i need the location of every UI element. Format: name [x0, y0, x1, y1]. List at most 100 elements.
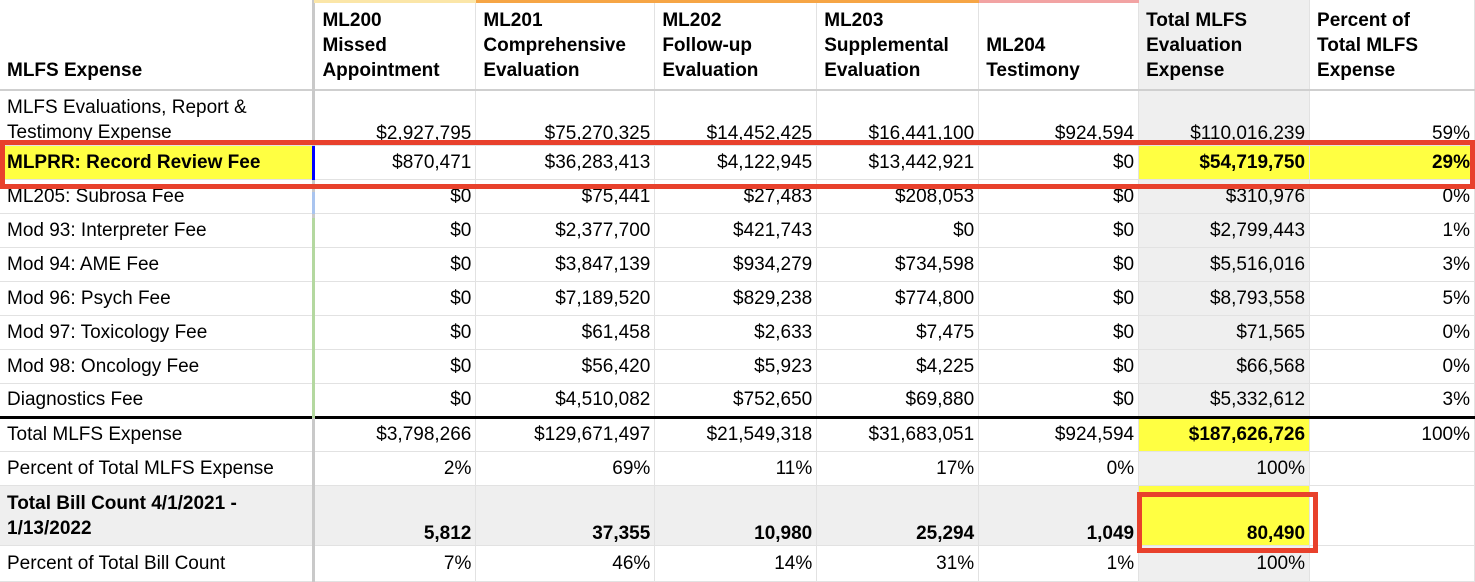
cell-ml204[interactable]: $0: [978, 213, 1140, 248]
cell-ml202[interactable]: $752,650: [654, 383, 818, 418]
totals-ml201[interactable]: $129,671,497: [475, 416, 656, 452]
cell-ml201[interactable]: $7,189,520: [475, 281, 656, 316]
cell-ml201[interactable]: $61,458: [475, 315, 656, 350]
row-label[interactable]: ML205: Subrosa Fee: [0, 179, 316, 214]
bill-percent-label[interactable]: Percent of Total Bill Count: [0, 545, 316, 582]
cell-total[interactable]: $310,976: [1138, 179, 1311, 214]
cell-ml203[interactable]: $69,880: [816, 383, 980, 418]
bill-count-total[interactable]: 80,490: [1138, 485, 1311, 546]
percent-ml204[interactable]: 0%: [978, 451, 1140, 486]
cell-total[interactable]: $2,799,443: [1138, 213, 1311, 248]
cell-ml201[interactable]: $75,270,325: [475, 90, 656, 146]
row-label[interactable]: MLFS Evaluations, Report & Testimony Exp…: [0, 90, 316, 146]
cell-ml200[interactable]: $0: [313, 315, 477, 350]
totals-ml200[interactable]: $3,798,266: [313, 416, 477, 452]
cell-ml200[interactable]: $0: [313, 349, 477, 384]
bill-percent-ml202[interactable]: 14%: [654, 545, 818, 582]
header-ml200[interactable]: ML200 Missed Appointment: [313, 0, 477, 91]
bill-percent-total[interactable]: 100%: [1138, 545, 1311, 582]
cell-ml203[interactable]: $208,053: [816, 179, 980, 214]
cell-ml204[interactable]: $0: [978, 179, 1140, 214]
cell-ml204[interactable]: $0: [978, 349, 1140, 384]
cell-percent[interactable]: 0%: [1309, 179, 1475, 214]
bill-count-ml203[interactable]: 25,294: [816, 485, 980, 546]
cell-ml200[interactable]: $2,927,795: [313, 90, 477, 146]
totals-total[interactable]: $187,626,726: [1138, 416, 1311, 452]
header-percent[interactable]: Percent of Total MLFS Expense: [1309, 0, 1475, 91]
bill-count-ml202[interactable]: 10,980: [654, 485, 818, 546]
cell-ml204[interactable]: $0: [978, 383, 1140, 418]
cell-ml203[interactable]: $13,442,921: [816, 145, 980, 180]
totals-label[interactable]: Total MLFS Expense: [0, 416, 316, 452]
bill-percent-percent[interactable]: [1309, 545, 1475, 582]
row-label[interactable]: Mod 93: Interpreter Fee: [0, 213, 316, 248]
bill-count-label[interactable]: Total Bill Count 4/1/2021 - 1/13/2022: [0, 485, 316, 546]
percent-ml200[interactable]: 2%: [313, 451, 477, 486]
percent-percent[interactable]: [1309, 451, 1475, 486]
cell-total[interactable]: $8,793,558: [1138, 281, 1311, 316]
cell-ml201[interactable]: $3,847,139: [475, 247, 656, 282]
cell-ml203[interactable]: $16,441,100: [816, 90, 980, 146]
cell-percent[interactable]: 59%: [1309, 90, 1475, 146]
cell-ml203[interactable]: $774,800: [816, 281, 980, 316]
bill-count-ml200[interactable]: 5,812: [313, 485, 477, 546]
percent-ml201[interactable]: 69%: [475, 451, 656, 486]
row-label[interactable]: MLPRR: Record Review Fee: [0, 145, 316, 180]
cell-ml202[interactable]: $2,633: [654, 315, 818, 350]
cell-ml203[interactable]: $4,225: [816, 349, 980, 384]
cell-percent[interactable]: 0%: [1309, 349, 1475, 384]
row-label[interactable]: Mod 98: Oncology Fee: [0, 349, 316, 384]
cell-ml202[interactable]: $934,279: [654, 247, 818, 282]
totals-ml203[interactable]: $31,683,051: [816, 416, 980, 452]
cell-total[interactable]: $5,332,612: [1138, 383, 1311, 418]
cell-ml200[interactable]: $0: [313, 247, 477, 282]
cell-ml204[interactable]: $0: [978, 281, 1140, 316]
row-label[interactable]: Mod 96: Psych Fee: [0, 281, 316, 316]
cell-ml203[interactable]: $7,475: [816, 315, 980, 350]
bill-percent-ml204[interactable]: 1%: [978, 545, 1140, 582]
header-ml202[interactable]: ML202 Follow-up Evaluation: [654, 0, 818, 91]
cell-percent[interactable]: 29%: [1309, 145, 1475, 180]
cell-total[interactable]: $71,565: [1138, 315, 1311, 350]
cell-percent[interactable]: 3%: [1309, 383, 1475, 418]
row-label[interactable]: Mod 97: Toxicology Fee: [0, 315, 316, 350]
header-ml203[interactable]: ML203 Supplemental Evaluation: [816, 0, 980, 91]
row-label[interactable]: Diagnostics Fee: [0, 383, 316, 418]
bill-percent-ml201[interactable]: 46%: [475, 545, 656, 582]
header-ml201[interactable]: ML201 Comprehensive Evaluation: [475, 0, 656, 91]
totals-ml204[interactable]: $924,594: [978, 416, 1140, 452]
bill-count-ml204[interactable]: 1,049: [978, 485, 1140, 546]
bill-count-percent[interactable]: [1309, 485, 1475, 546]
cell-ml201[interactable]: $4,510,082: [475, 383, 656, 418]
cell-ml200[interactable]: $0: [313, 281, 477, 316]
cell-total[interactable]: $110,016,239: [1138, 90, 1311, 146]
cell-total[interactable]: $66,568: [1138, 349, 1311, 384]
percent-ml202[interactable]: 11%: [654, 451, 818, 486]
cell-ml201[interactable]: $2,377,700: [475, 213, 656, 248]
cell-ml203[interactable]: $734,598: [816, 247, 980, 282]
header-ml204[interactable]: ML204 Testimony: [978, 0, 1140, 91]
cell-percent[interactable]: 0%: [1309, 315, 1475, 350]
cell-ml203[interactable]: $0: [816, 213, 980, 248]
cell-ml204[interactable]: $924,594: [978, 90, 1140, 146]
cell-ml200[interactable]: $0: [313, 213, 477, 248]
cell-ml200[interactable]: $870,471: [313, 145, 477, 180]
totals-percent[interactable]: 100%: [1309, 416, 1475, 452]
cell-ml204[interactable]: $0: [978, 247, 1140, 282]
cell-ml200[interactable]: $0: [313, 179, 477, 214]
percent-label[interactable]: Percent of Total MLFS Expense: [0, 451, 316, 486]
cell-ml200[interactable]: $0: [313, 383, 477, 418]
cell-ml204[interactable]: $0: [978, 315, 1140, 350]
cell-ml201[interactable]: $36,283,413: [475, 145, 656, 180]
cell-percent[interactable]: 5%: [1309, 281, 1475, 316]
cell-ml202[interactable]: $829,238: [654, 281, 818, 316]
header-total[interactable]: Total MLFS Evaluation Expense: [1138, 0, 1311, 91]
cell-ml201[interactable]: $75,441: [475, 179, 656, 214]
bill-count-ml201[interactable]: 37,355: [475, 485, 656, 546]
row-label[interactable]: Mod 94: AME Fee: [0, 247, 316, 282]
totals-ml202[interactable]: $21,549,318: [654, 416, 818, 452]
cell-percent[interactable]: 1%: [1309, 213, 1475, 248]
cell-total[interactable]: $54,719,750: [1138, 145, 1311, 180]
bill-percent-ml200[interactable]: 7%: [313, 545, 477, 582]
bill-percent-ml203[interactable]: 31%: [816, 545, 980, 582]
